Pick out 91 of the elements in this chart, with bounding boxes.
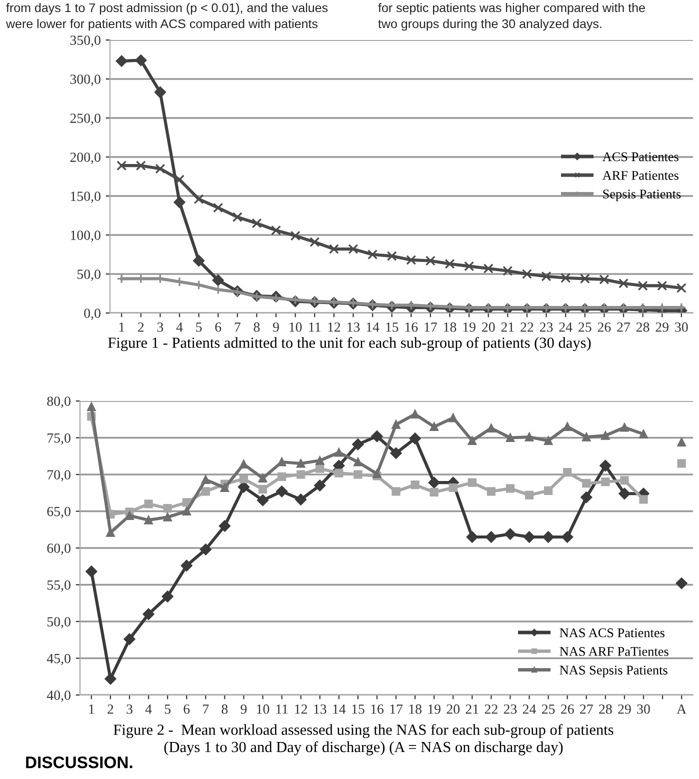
x-tick-label: 18 <box>409 704 422 714</box>
y-tick-label: 250,0 <box>70 114 100 125</box>
y-tick-label: 0,0 <box>84 308 100 320</box>
x-tick-label: 1 <box>89 704 94 714</box>
y-tick-label: 50,0 <box>77 270 100 281</box>
x-tick-label: 21 <box>501 322 514 332</box>
legend-label: ARF Patientes <box>602 170 678 180</box>
x-tick-label: A <box>676 704 686 714</box>
x-tick-label: 7 <box>234 322 240 332</box>
x-tick-label: 15 <box>386 322 398 332</box>
legend-label: ACS Patientes <box>602 152 678 162</box>
x-tick-label: 4 <box>176 322 183 332</box>
x-tick-label: 13 <box>348 322 360 332</box>
x-tick-label: 28 <box>599 704 612 714</box>
y-tick-label: 50,0 <box>47 617 70 628</box>
x-tick-label: 10 <box>290 322 302 332</box>
x-tick-label: 4 <box>145 704 152 714</box>
y-tick-label: 150,0 <box>70 192 100 203</box>
x-tick-label: 14 <box>366 322 380 332</box>
text: Figure 1 - Patients admitted to the unit for each sub-group of patients (30 days) <box>108 337 591 352</box>
x-tick-label: 9 <box>240 704 247 714</box>
text: for septic patients was higher compared with the <box>378 3 645 15</box>
x-tick-label: 25 <box>542 704 555 714</box>
x-tick-label: 24 <box>559 322 572 332</box>
legend-label: Sepsis Patients <box>603 190 681 202</box>
x-tick-label: 26 <box>561 704 574 714</box>
legend-label: NAS Sepsis Patients <box>560 666 668 678</box>
text: were lower for patients with ACS compared with patients <box>6 19 318 31</box>
y-tick-label: 40,0 <box>46 690 70 702</box>
legend-label: NAS ACS Patientes <box>560 628 664 638</box>
y-tick-label: 65,0 <box>47 506 70 518</box>
x-tick-label: 27 <box>617 322 630 332</box>
x-tick-label: 1 <box>119 322 124 332</box>
x-tick-label: 16 <box>371 704 384 714</box>
y-tick-label: 45,0 <box>46 654 70 666</box>
x-tick-label: 13 <box>314 704 326 714</box>
x-tick-label: 11 <box>309 322 320 332</box>
x-tick-label: 21 <box>466 704 478 714</box>
x-tick-label: 29 <box>656 322 668 332</box>
x-tick-label: 19 <box>428 704 440 714</box>
x-tick-label: 19 <box>463 322 476 332</box>
x-tick-label: 15 <box>352 704 364 714</box>
legend-label: NAS ARF PaTientes <box>560 647 668 656</box>
x-tick-label: 12 <box>295 704 308 714</box>
x-tick-label: 6 <box>215 322 222 332</box>
x-tick-label: 22 <box>520 322 534 332</box>
x-tick-label: 30 <box>637 704 650 714</box>
x-tick-label: 8 <box>254 322 260 332</box>
x-tick-label: 30 <box>675 322 688 332</box>
x-tick-label: 24 <box>522 704 536 714</box>
x-tick-label: 6 <box>184 704 190 714</box>
x-tick-label: 23 <box>504 704 517 714</box>
x-tick-label: 11 <box>276 704 288 714</box>
x-tick-label: 25 <box>578 322 592 332</box>
y-tick-label: 300,0 <box>70 74 100 86</box>
x-tick-label: 28 <box>636 322 650 332</box>
y-tick-label: 350,0 <box>70 36 100 47</box>
x-tick-label: 5 <box>164 704 170 714</box>
x-tick-label: 20 <box>446 704 460 714</box>
y-tick-label: 80,0 <box>47 396 70 408</box>
y-tick-label: 60,0 <box>47 544 70 555</box>
x-tick-label: 20 <box>482 322 495 332</box>
x-tick-label: 7 <box>203 704 209 714</box>
text: DISCUSSION. <box>26 756 132 768</box>
text: two groups during the 30 analyzed days. <box>378 19 602 31</box>
y-tick-label: 200,0 <box>70 152 100 164</box>
y-tick-label: 100,0 <box>70 230 100 242</box>
x-tick-label: 2 <box>138 322 144 332</box>
y-tick-label: 70,0 <box>48 470 70 482</box>
x-tick-label: 26 <box>598 322 611 332</box>
x-tick-label: 14 <box>333 704 346 714</box>
x-tick-label: 8 <box>222 704 228 714</box>
text: from days 1 to 7 post admission (p < 0.01), and the values <box>6 3 328 15</box>
x-tick-label: 3 <box>126 704 132 714</box>
x-tick-label: 5 <box>196 322 202 332</box>
x-tick-label: 27 <box>580 704 593 714</box>
x-tick-label: 10 <box>257 704 270 714</box>
x-tick-label: 29 <box>618 704 631 714</box>
y-tick-label: 55,0 <box>47 580 70 592</box>
x-tick-label: 16 <box>405 322 418 332</box>
x-tick-label: 23 <box>540 322 553 332</box>
x-tick-label: 3 <box>157 322 164 332</box>
text: Figure 2 - Mean workload assessed using the NAS for each sub-group of patients (Days 1 to 30 and Day of discharge) (A = NAS on discharge day) <box>114 724 614 756</box>
x-tick-label: 18 <box>444 322 456 332</box>
x-tick-label: 9 <box>272 322 279 332</box>
x-tick-label: 17 <box>390 704 403 714</box>
x-tick-label: 22 <box>484 704 498 714</box>
x-tick-label: 17 <box>424 322 437 332</box>
x-tick-label: 2 <box>108 704 114 714</box>
y-tick-label: 75,0 <box>48 433 70 445</box>
x-tick-label: 12 <box>328 322 340 332</box>
